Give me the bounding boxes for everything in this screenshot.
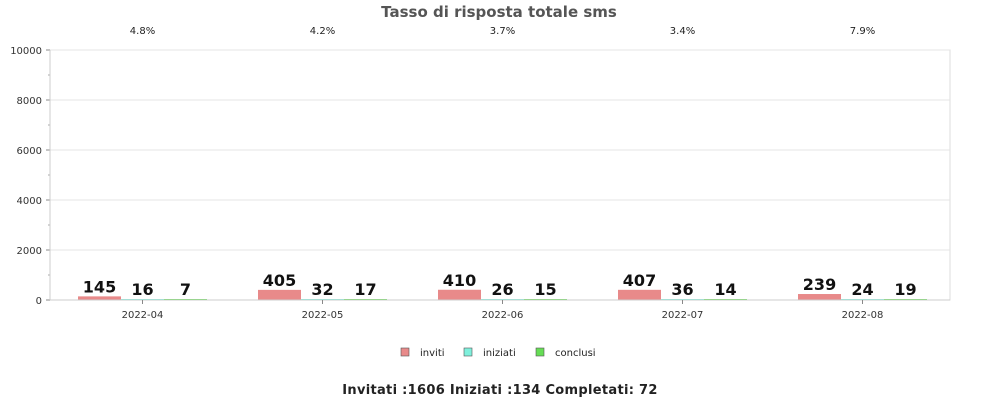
chart-title: Tasso di risposta totale sms <box>381 3 617 21</box>
x-axis: 2022-04 2022-05 2022-06 2022-07 2022-08 <box>50 299 950 321</box>
totals-footer: Invitati :1606 Iniziati :134 Completati:… <box>342 383 658 398</box>
rate-label-2022-08: 7.9% <box>850 26 875 37</box>
data-label-conclusi-2022-06: 15 <box>534 280 556 299</box>
data-label-inviti-2022-06: 410 <box>443 271 476 290</box>
legend-swatch-conclusi <box>535 347 545 357</box>
y-tick-label: 8000 <box>17 96 42 107</box>
bar-inviti-2022-06 <box>438 289 481 300</box>
data-label-conclusi-2022-04: 7 <box>180 280 191 299</box>
legend-label-conclusi: conclusi <box>555 348 596 359</box>
x-tick-label-2022-08: 2022-08 <box>842 310 884 321</box>
rate-label-2022-05: 4.2% <box>310 26 335 37</box>
y-tick-label: 4000 <box>17 196 42 207</box>
data-label-conclusi-2022-07: 14 <box>714 280 736 299</box>
x-tick-label-2022-07: 2022-07 <box>662 310 704 321</box>
legend-label-iniziati: iniziati <box>483 348 516 359</box>
rate-label-2022-07: 3.4% <box>670 26 695 37</box>
x-tick-label-2022-06: 2022-06 <box>482 310 524 321</box>
plot-frame <box>49 49 951 301</box>
legend-swatch-inviti <box>400 347 410 357</box>
data-label-iniziati-2022-04: 16 <box>131 280 153 299</box>
rate-label-2022-04: 4.8% <box>130 26 155 37</box>
data-label-iniziati-2022-06: 26 <box>491 280 513 299</box>
rate-labels: 4.8% 4.2% 3.7% 3.4% 7.9% <box>130 26 875 37</box>
x-tick-label-2022-05: 2022-05 <box>302 310 344 321</box>
data-label-inviti-2022-08: 239 <box>803 275 836 294</box>
data-label-iniziati-2022-08: 24 <box>851 280 873 299</box>
rate-label-2022-06: 3.7% <box>490 26 515 37</box>
grid-lines <box>49 49 951 301</box>
data-label-inviti-2022-05: 405 <box>263 271 296 290</box>
data-label-inviti-2022-07: 407 <box>623 271 656 290</box>
data-label-conclusi-2022-05: 17 <box>354 280 376 299</box>
data-label-iniziati-2022-07: 36 <box>671 280 693 299</box>
legend-swatch-iniziati <box>463 347 473 357</box>
bar-inviti-2022-04 <box>78 296 121 300</box>
bar-inviti-2022-05 <box>258 289 301 300</box>
x-tick-label-2022-04: 2022-04 <box>122 310 164 321</box>
data-label-conclusi-2022-08: 19 <box>894 280 916 299</box>
y-tick-label: 10000 <box>10 46 42 57</box>
bar-inviti-2022-08 <box>798 294 841 300</box>
bar-inviti-2022-07 <box>618 289 661 300</box>
y-tick-label: 0 <box>36 296 42 307</box>
data-label-inviti-2022-04: 145 <box>83 277 116 296</box>
y-tick-label: 6000 <box>17 146 42 157</box>
bars-group: 145 16 7 405 32 17 410 26 15 407 36 14 239 24 19 <box>78 271 927 300</box>
chart-svg: Tasso di risposta totale sms 0 2000 4000 60… <box>10 3 951 359</box>
data-label-iniziati-2022-05: 32 <box>311 280 333 299</box>
legend: inviti iniziati conclusi <box>400 347 596 359</box>
legend-label-inviti: inviti <box>420 348 445 359</box>
y-tick-label: 2000 <box>17 246 42 257</box>
y-axis: 0 2000 4000 6000 8000 10000 <box>10 46 51 307</box>
